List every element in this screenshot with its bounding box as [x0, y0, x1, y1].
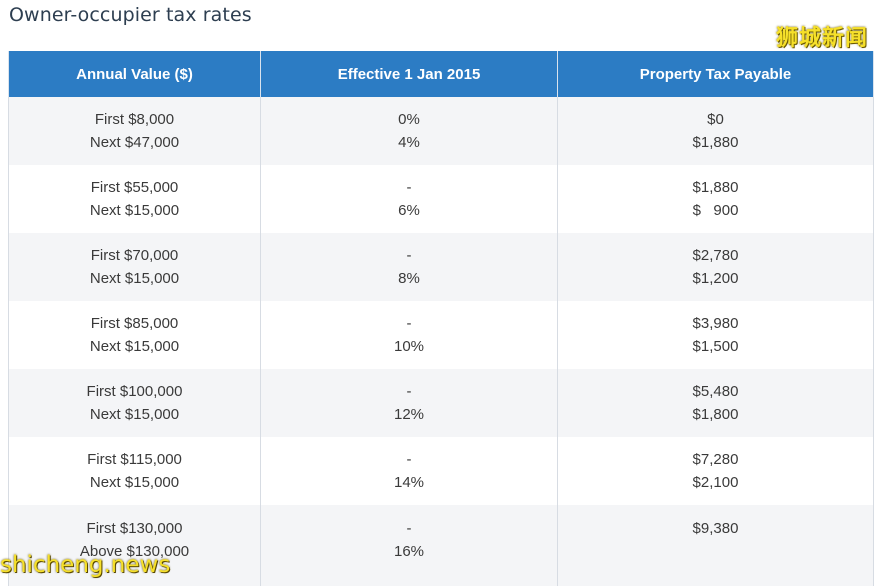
rate-cell: - 12% [260, 369, 558, 437]
annual-value-line: Next $15,000 [89, 202, 180, 219]
payable-line: $1,500 [692, 338, 739, 355]
payable-line: $1,880 [692, 134, 739, 151]
rate-line: 4% [398, 134, 420, 151]
annual-value-line: Next $15,000 [89, 338, 180, 355]
payable-line: $7,280 [692, 451, 739, 468]
table-row: First $85,000 Next $15,000 - 10% $3,980 … [8, 301, 874, 369]
rate-cell: - 14% [260, 437, 558, 505]
annual-value-line: Above $130,000 [79, 543, 190, 560]
rate-line: - [406, 520, 412, 537]
annual-value-line: Next $15,000 [89, 406, 180, 423]
payable-line: $ 900 [692, 202, 739, 219]
header-effective-rate: Effective 1 Jan 2015 [260, 51, 558, 97]
page-title: Owner-occupier tax rates [9, 4, 252, 26]
payable-line: $2,780 [692, 247, 739, 264]
annual-value-line: First $130,000 [86, 520, 183, 537]
annual-value-cell: First $70,000 Next $15,000 [8, 233, 261, 301]
rate-line: - [406, 247, 412, 264]
annual-value-cell: First $115,000 Next $15,000 [8, 437, 261, 505]
watermark-bottom-left: shicheng.news [0, 552, 171, 578]
payable-cell: $1,880 $ 900 [557, 165, 874, 233]
tax-rates-table: Annual Value ($) Effective 1 Jan 2015 Pr… [8, 51, 874, 586]
watermark-top-right: 狮城新闻 [775, 26, 868, 51]
annual-value-line: First $115,000 [87, 451, 182, 468]
rate-line: 0% [398, 111, 420, 128]
payable-cell: $9,380 [557, 505, 874, 586]
payable-cell: $7,280 $2,100 [557, 437, 874, 505]
payable-line: $5,480 [692, 383, 739, 400]
payable-line: $1,800 [692, 406, 739, 423]
annual-value-line: Next $15,000 [89, 270, 180, 287]
annual-value-cell: First $55,000 Next $15,000 [8, 165, 261, 233]
table-row: First $130,000 Above $130,000 - 16% $9,3… [8, 505, 874, 586]
rate-cell: - 10% [260, 301, 558, 369]
header-annual-value: Annual Value ($) [8, 51, 261, 97]
payable-line: $0 [707, 111, 724, 128]
annual-value-line: First $70,000 [90, 247, 179, 264]
payable-cell: $5,480 $1,800 [557, 369, 874, 437]
payable-line: $1,200 [692, 270, 739, 287]
annual-value-line: Next $15,000 [89, 474, 180, 491]
table-header-row: Annual Value ($) Effective 1 Jan 2015 Pr… [8, 51, 874, 97]
annual-value-line: First $8,000 [94, 111, 175, 128]
annual-value-line: Next $47,000 [89, 134, 180, 151]
table-row: First $100,000 Next $15,000 - 12% $5,480… [8, 369, 874, 437]
rate-line: 12% [393, 406, 425, 423]
annual-value-cell: First $130,000 Above $130,000 [8, 505, 261, 586]
table-row: First $115,000 Next $15,000 - 14% $7,280… [8, 437, 874, 505]
rate-cell: - 8% [260, 233, 558, 301]
payable-line: $9,380 [692, 520, 739, 537]
rate-line: - [406, 451, 412, 468]
header-tax-payable: Property Tax Payable [557, 51, 874, 97]
annual-value-cell: First $8,000 Next $47,000 [8, 97, 261, 165]
payable-cell: $0 $1,880 [557, 97, 874, 165]
rate-line: - [406, 315, 412, 332]
payable-cell: $3,980 $1,500 [557, 301, 874, 369]
payable-line: $2,100 [692, 474, 739, 491]
rate-line: 16% [393, 543, 425, 560]
rate-line: - [406, 383, 412, 400]
annual-value-cell: First $85,000 Next $15,000 [8, 301, 261, 369]
table-row: First $8,000 Next $47,000 0% 4% $0 $1,88… [8, 97, 874, 165]
table-row: First $70,000 Next $15,000 - 8% $2,780 $… [8, 233, 874, 301]
rate-line: - [406, 179, 412, 196]
payable-line: $1,880 [692, 179, 739, 196]
annual-value-line: First $85,000 [90, 315, 179, 332]
rate-line: 10% [393, 338, 425, 355]
payable-cell: $2,780 $1,200 [557, 233, 874, 301]
payable-line: $3,980 [692, 315, 739, 332]
rate-line: 6% [398, 202, 420, 219]
rate-line: 14% [393, 474, 425, 491]
annual-value-cell: First $100,000 Next $15,000 [8, 369, 261, 437]
rate-cell: - 6% [260, 165, 558, 233]
rate-cell: - 16% [260, 505, 558, 586]
annual-value-line: First $100,000 [86, 383, 183, 400]
rate-cell: 0% 4% [260, 97, 558, 165]
annual-value-line: First $55,000 [90, 179, 179, 196]
table-row: First $55,000 Next $15,000 - 6% $1,880 $… [8, 165, 874, 233]
rate-line: 8% [398, 270, 420, 287]
